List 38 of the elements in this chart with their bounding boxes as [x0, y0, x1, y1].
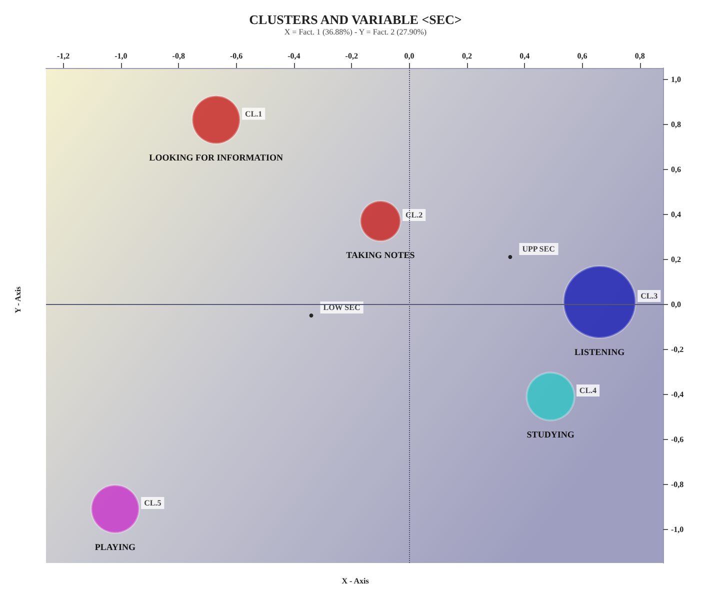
- x-tick-label: -1,0: [114, 52, 128, 60]
- y-tick-label: -0,8: [671, 480, 684, 489]
- y-tick-label: -0,2: [671, 344, 684, 354]
- y-tick-label: 0,0: [671, 300, 681, 309]
- x-tick-label: -0,8: [172, 52, 185, 60]
- y-tick-label: -0,6: [671, 434, 684, 444]
- data-label: LOW SEC: [323, 303, 360, 312]
- x-tick-label: 0,2: [462, 52, 472, 60]
- series-label: PLAYING: [94, 542, 136, 552]
- series-label: LOOKING FOR INFORMATION: [149, 152, 284, 163]
- data-label: CL.2: [405, 210, 423, 220]
- y-tick-label: 0,8: [671, 120, 681, 129]
- data-label: CL.4: [579, 386, 597, 395]
- data-label: CL.5: [144, 498, 162, 508]
- x-tick-label: -0,2: [345, 52, 358, 60]
- y-tick-label: -0,4: [671, 390, 684, 399]
- y-tick-label: 0,2: [671, 254, 681, 264]
- x-tick-label: 0,6: [577, 52, 588, 60]
- x-tick-label: 0,0: [404, 52, 414, 60]
- chart-title: CLUSTERS AND VARIABLE <SEC>: [249, 12, 462, 27]
- chart-subtitle: X = Fact. 1 (36.88%) - Y = Fact. 2 (27.90%): [284, 28, 427, 36]
- x-tick-label: -1,2: [56, 52, 70, 60]
- series-label: STUDYING: [526, 429, 574, 440]
- y-tick-label: 0,6: [671, 164, 681, 174]
- y-axis-title: Y - Axis: [14, 286, 22, 314]
- x-tick-label: -0,6: [230, 52, 243, 60]
- y-tick-label: -1,0: [671, 524, 684, 534]
- data-label: UPP SEC: [522, 244, 556, 254]
- series-label: TAKING NOTES: [346, 250, 415, 260]
- data-label: CL.1: [244, 109, 262, 118]
- x-tick-label: 0,4: [520, 52, 530, 60]
- x-axis-title: X - Axis: [342, 576, 369, 586]
- data-label: CL.3: [640, 292, 658, 300]
- series-label: LISTENING: [574, 347, 625, 357]
- x-tick-label: 0,8: [634, 52, 645, 60]
- y-tick-label: 0,4: [671, 210, 681, 219]
- x-tick-label: -0,4: [288, 52, 300, 60]
- y-tick-label: 1,0: [671, 74, 681, 84]
